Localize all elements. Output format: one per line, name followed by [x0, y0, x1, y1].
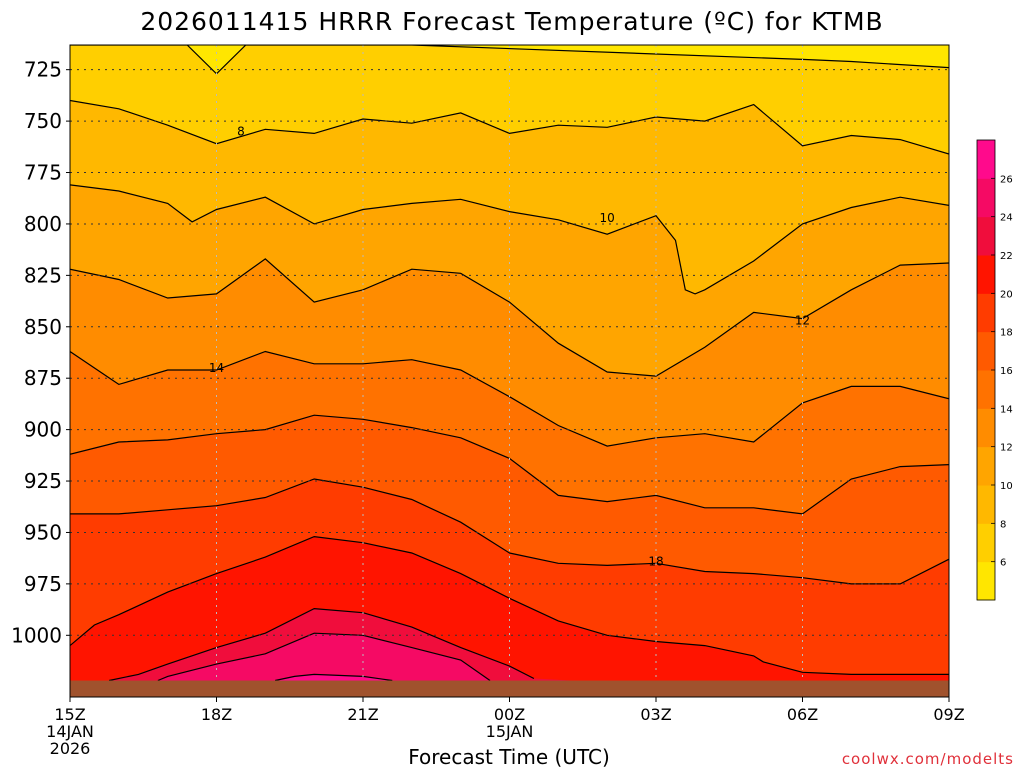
y-tick-label-875: 875 — [24, 366, 62, 390]
y-tick-label-900: 900 — [24, 418, 62, 442]
colorbar-segment-4 — [977, 561, 995, 601]
ground — [70, 680, 949, 697]
colorbar-segment-26 — [977, 140, 995, 179]
colorbar-label-12: 12 — [1000, 443, 1013, 454]
isotherm-22 — [108, 607, 535, 682]
y-tick-label-975: 975 — [24, 572, 62, 596]
isotherm-26 — [274, 673, 393, 682]
colorbar-segment-22 — [977, 216, 995, 256]
colorbar-segment-8 — [977, 485, 995, 524]
x-tick-label-15Z: 15Z — [54, 705, 85, 724]
contour-label-14: 14 — [209, 361, 224, 375]
y-tick-label-750: 750 — [24, 109, 62, 133]
y-tick-label-1000: 1000 — [11, 623, 62, 647]
contour-labels: 8 10 14 12 18 — [209, 124, 810, 568]
colorbar-label-16: 16 — [1000, 366, 1013, 377]
contour-label-18: 18 — [648, 554, 663, 568]
credit-text[interactable]: coolwx.com/modelts — [842, 750, 1014, 768]
x-axis-label: Forecast Time (UTC) — [408, 745, 610, 768]
y-tick-label-800: 800 — [24, 212, 62, 236]
x-tick-label-18Z: 18Z — [201, 705, 232, 724]
x-tick-label-00Z: 00Z — [494, 705, 525, 724]
colorbar-label-18: 18 — [1000, 328, 1013, 339]
x-tick-label-06Z: 06Z — [787, 705, 818, 724]
contour-label-8: 8 — [237, 124, 245, 138]
colorbar-segment-6 — [977, 523, 995, 563]
x-date-label-15Z: 14JAN — [46, 722, 94, 741]
colorbar-label-6: 6 — [1000, 558, 1006, 569]
colorbar-segment-12 — [977, 408, 995, 448]
colorbar-label-8: 8 — [1000, 519, 1006, 530]
y-axis: 725 750 775 800 825 850 875 900 925 950 975 1000 — [11, 58, 70, 647]
isotherm-6 — [70, 45, 949, 75]
x-tick-label-09Z: 09Z — [933, 705, 964, 724]
colorbar-segment-20 — [977, 255, 995, 294]
y-tick-label-775: 775 — [24, 161, 62, 185]
colorbar-segment-24 — [977, 178, 995, 218]
x-tick-label-03Z: 03Z — [640, 705, 671, 724]
isotherm-10 — [70, 184, 949, 295]
isotherm-24 — [157, 632, 491, 682]
chart-title: 2026011415 HRRR Forecast Temperature (ºC… — [140, 7, 883, 36]
ground-layer — [70, 680, 949, 697]
colorbar-label-26: 26 — [1000, 174, 1013, 185]
x-year-label-15Z: 2026 — [50, 739, 91, 758]
y-tick-label-725: 725 — [24, 58, 62, 82]
temperature-fill-bands — [70, 45, 949, 697]
contour-label-10: 10 — [600, 211, 615, 225]
x-tick-label-21Z: 21Z — [347, 705, 378, 724]
colorbar-segment-16 — [977, 331, 995, 371]
colorbar-label-10: 10 — [1000, 481, 1013, 492]
y-tick-label-925: 925 — [24, 469, 62, 493]
colorbar-label-22: 22 — [1000, 251, 1013, 262]
y-tick-label-825: 825 — [24, 263, 62, 287]
x-date-label-00Z: 15JAN — [486, 722, 534, 741]
colorbar-segment-14 — [977, 370, 995, 409]
colorbar-segment-10 — [977, 446, 995, 486]
y-tick-label-850: 850 — [24, 315, 62, 339]
contour-label-12: 12 — [795, 314, 810, 328]
colorbar-segment-18 — [977, 293, 995, 333]
colorbar-label-20: 20 — [1000, 289, 1013, 300]
y-tick-label-950: 950 — [24, 520, 62, 544]
colorbar-label-14: 14 — [1000, 404, 1013, 415]
colorbar-label-24: 24 — [1000, 213, 1013, 224]
colorbar: 6 8 10 12 14 16 18 20 22 24 26 — [976, 139, 1013, 601]
